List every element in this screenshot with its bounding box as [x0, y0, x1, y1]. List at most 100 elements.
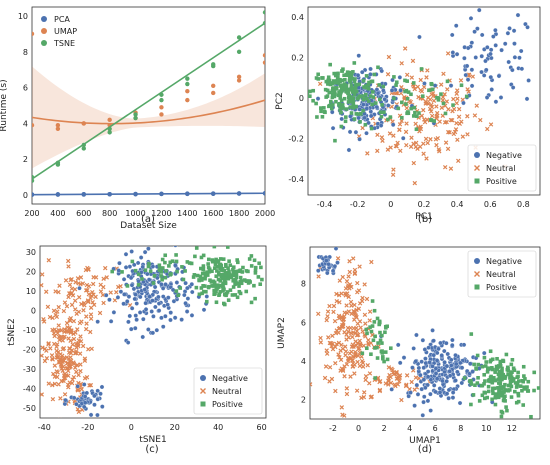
data-point [365, 151, 370, 156]
data-point [134, 317, 139, 322]
data-point [76, 309, 82, 315]
data-point [82, 404, 87, 410]
data-point [72, 298, 78, 303]
data-point [493, 402, 498, 407]
data-point [484, 95, 490, 100]
data-point [360, 364, 366, 369]
data-point [223, 280, 228, 285]
data-point [381, 88, 386, 93]
x-tick-label: 2000 [255, 209, 275, 218]
data-point [399, 397, 404, 403]
data-point [368, 94, 373, 98]
fit-line [32, 192, 265, 196]
legend: PCA UMAP TSNE [41, 15, 77, 48]
data-point [499, 372, 503, 376]
data-point [324, 351, 330, 356]
data-point [355, 73, 361, 78]
data-point [183, 280, 188, 286]
data-point [350, 90, 355, 94]
data-point [66, 294, 71, 300]
data-point [426, 345, 431, 350]
data-point [397, 127, 402, 132]
data-point [367, 309, 373, 314]
data-point [170, 259, 175, 263]
data-point [213, 262, 218, 267]
data-point [315, 96, 321, 101]
data-point [129, 306, 135, 311]
data-point [55, 370, 60, 375]
data-point [98, 282, 103, 288]
data-point [338, 96, 343, 100]
data-point [69, 286, 75, 291]
data-point [349, 331, 354, 336]
x-axis-label: UMAP1 [409, 436, 441, 446]
data-point [227, 259, 231, 263]
data-point [163, 253, 168, 258]
data-point [330, 109, 335, 115]
y-tick-label: 2 [301, 396, 306, 405]
data-point [475, 26, 480, 31]
data-point [101, 276, 106, 282]
data-point [217, 285, 221, 289]
data-point [334, 99, 338, 104]
data-point [161, 294, 166, 299]
data-point [108, 319, 114, 324]
data-point [82, 400, 88, 405]
data-point [371, 338, 376, 343]
data-point [435, 135, 440, 141]
data-point [61, 346, 67, 351]
data-point [349, 349, 354, 354]
y-tick-label: 6 [301, 318, 306, 327]
data-point [142, 249, 148, 255]
data-point [348, 105, 353, 109]
data-point [476, 375, 480, 380]
data-point [501, 398, 506, 403]
data-point [202, 289, 206, 294]
data-point [143, 300, 148, 306]
data-point [83, 326, 89, 332]
legend-label: PCA [54, 15, 70, 24]
panel-0: 200 400 600 800 1000 1200 1400 1600 1800 2000 0 2 4 6… [0, 6, 275, 231]
data-point [340, 83, 345, 87]
data-point [84, 375, 90, 380]
data-point [448, 117, 454, 123]
data-point [469, 332, 474, 336]
data-point [173, 246, 178, 248]
data-point [70, 342, 75, 347]
data-point [490, 380, 495, 385]
data-point [147, 294, 152, 299]
data-point [508, 383, 513, 388]
data-point [429, 102, 434, 108]
data-point [510, 357, 515, 362]
data-point [480, 364, 485, 369]
data-point [458, 360, 463, 366]
data-point [394, 376, 400, 381]
data-point [446, 107, 451, 112]
data-point [189, 282, 195, 287]
data-point [489, 358, 493, 363]
data-point [325, 270, 330, 276]
data-point [68, 350, 74, 356]
data-point [378, 123, 384, 128]
data-point [175, 269, 179, 274]
data-point [86, 347, 91, 352]
data-point [421, 151, 426, 157]
data-point [421, 141, 426, 146]
data-point [496, 73, 502, 79]
data-point [355, 321, 360, 326]
data-point [455, 137, 460, 143]
data-point [469, 402, 473, 407]
data-point [352, 311, 357, 317]
data-point [160, 324, 166, 329]
data-point [482, 350, 487, 356]
data-point [340, 69, 344, 73]
data-point [363, 321, 368, 326]
data-point [445, 51, 451, 56]
data-point [459, 119, 464, 124]
data-point [347, 259, 352, 264]
data-point [59, 337, 64, 342]
data-point [380, 333, 384, 338]
data-point [389, 88, 395, 93]
data-point [432, 83, 438, 88]
data-point [170, 287, 176, 293]
